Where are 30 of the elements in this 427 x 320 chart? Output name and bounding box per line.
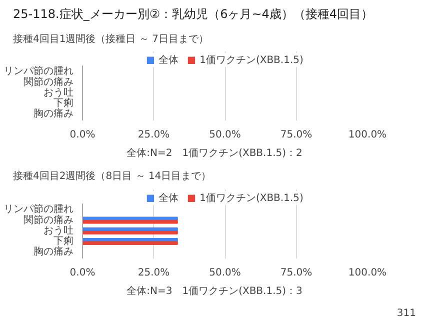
text: 全体:N=2 1価ワクチン(XBB.1.5)：2 [126,148,302,160]
chart-title: 接種4回目2週間後（8日目 ～ 14日目まで） [13,170,212,184]
x-tick-label: 100.0% [348,130,387,140]
x-tick-label: 0.0% [70,130,96,140]
chart-subtitle: 接種4回目1週間後（接種日 ～ 7日目まで） [13,33,208,46]
x-tick-label: 50.0% [209,268,241,278]
y-tick-label: 下痢 [54,97,74,110]
chart-title: 25-118.症状_メーカー別②：乳幼児（6ヶ月~4歳）（接種4回目） [13,6,374,23]
y-tick-label: おう吐 [44,224,74,236]
x-tick-label: 0.0% [70,268,96,278]
text: 全体:N=3 1価ワクチン(XBB.1.5)：3 [126,286,302,298]
y-tick-label: おう吐 [44,86,74,98]
x-tick-label: 25.0% [138,268,170,278]
x-tick-label: 25.0% [138,130,170,140]
x-tick-label: 100.0% [348,268,387,278]
y-tick-label: 胸の痛み [34,108,74,120]
legend-label: 1価ワクチン(XBB.1.5) [200,192,304,205]
y-tick-label: 下痢 [54,235,74,248]
legend-label: 全体 [158,192,179,205]
text: 311 [396,308,416,320]
x-tick-label: 50.0% [209,130,241,140]
y-tick-label: 胸の痛み [34,246,74,258]
x-tick-label: 75.0% [280,268,312,278]
x-tick-label: 75.0% [280,130,312,140]
legend-label: 1価ワクチン(XBB.1.5) [200,54,304,67]
y-tick-label: リンパ節の腫れ [4,203,74,216]
y-tick-label: リンパ節の腫れ [4,65,74,78]
y-tick-label: 関節の痛み [24,76,74,88]
y-tick-label: 関節の痛み [24,214,74,226]
legend-label: 全体 [158,54,179,67]
